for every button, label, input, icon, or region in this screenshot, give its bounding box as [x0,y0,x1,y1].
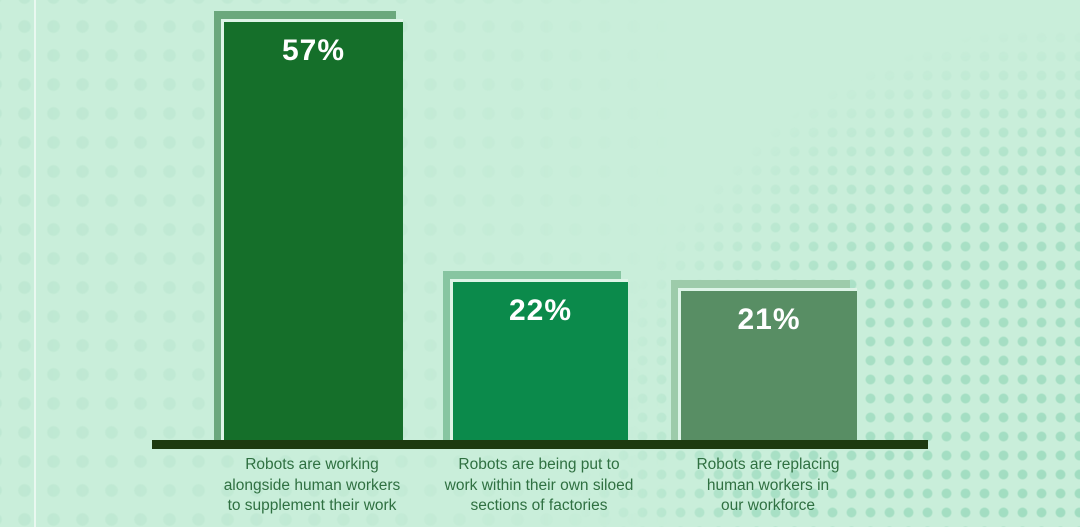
bar-value-label: 57% [281,34,346,67]
x-axis-line [152,440,928,449]
bar-robots-supplement: 57% [214,11,403,440]
bar-value-label: 22% [508,294,573,327]
label-line: Robots are working [245,456,379,473]
background-seam-line [34,0,36,527]
label-line: our workforce [721,497,815,514]
bar-fill: 57% [221,19,403,440]
label-line: sections of factories [470,497,608,514]
bar-fill: 21% [678,288,857,440]
bar-robots-siloed: 22% [443,271,628,440]
bar-fill: 22% [450,279,628,440]
label-line: human workers in [706,476,830,494]
bar-robots-replacing: 21% [671,280,857,440]
label-line: Robots are being put to [458,456,620,473]
label-line: Robots are replacing [696,456,840,473]
label-line: alongside human workers [223,476,401,494]
bar-value-label: 21% [737,303,801,336]
bar-category-label: Robots are being put to work within thei… [394,455,684,517]
bar-category-label: Robots are working alongside human worke… [167,455,457,517]
label-line: work within their own siloed [444,476,634,494]
bar-category-label: Robots are replacing human workers in ou… [623,455,913,517]
label-line: to supplement their work [227,497,397,514]
